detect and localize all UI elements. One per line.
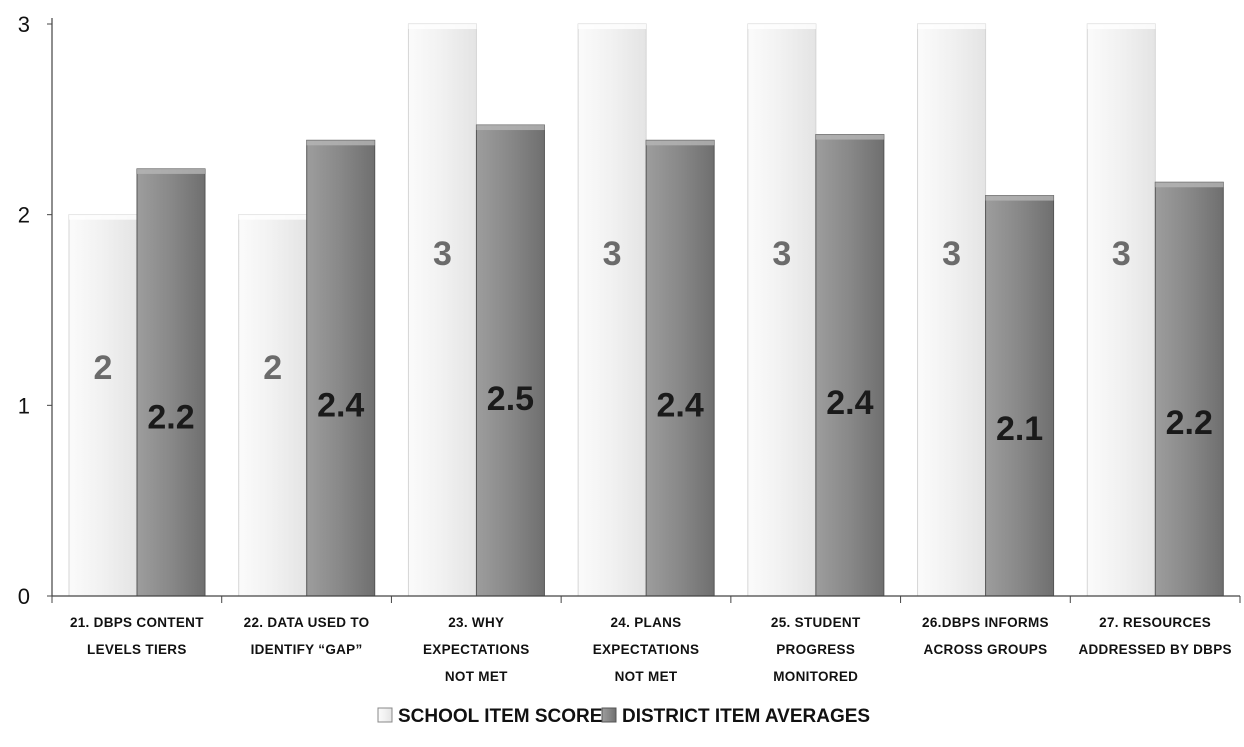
bar-top-bevel bbox=[238, 214, 307, 220]
data-label-district-average: 2.4 bbox=[657, 387, 704, 425]
bar-school-score bbox=[577, 23, 647, 597]
bar-district-average bbox=[985, 195, 1055, 597]
bar-school-score bbox=[747, 23, 817, 597]
data-label-district-average: 2.4 bbox=[317, 387, 364, 425]
bar-district-average bbox=[306, 139, 376, 597]
legend: SCHOOL ITEM SCORE DISTRICT ITEM AVERAGES bbox=[377, 706, 870, 727]
y-tick-label: 3 bbox=[18, 12, 30, 37]
x-tick-label: 27. RESOURCES ADDRESSED BY DBPS bbox=[1078, 615, 1231, 657]
bar-district-average bbox=[645, 139, 715, 597]
y-tick-label: 0 bbox=[18, 584, 30, 609]
bar-school-score bbox=[917, 23, 987, 597]
bar-top-bevel bbox=[747, 24, 816, 29]
bar-top-bevel bbox=[137, 168, 205, 174]
y-tick-label: 1 bbox=[18, 393, 30, 418]
data-label-school-score: 3 bbox=[433, 235, 452, 273]
data-label-district-average: 2.4 bbox=[826, 384, 873, 422]
data-label-school-score: 3 bbox=[942, 235, 961, 273]
bar-top-bevel bbox=[815, 134, 884, 140]
bar-district-average bbox=[475, 124, 545, 597]
bar-top-bevel bbox=[1155, 182, 1224, 188]
y-axis: 0 1 2 3 bbox=[18, 12, 53, 609]
bar-top-bevel bbox=[306, 140, 375, 146]
data-label-district-average: 2.2 bbox=[147, 399, 194, 437]
legend-label-school-score: SCHOOL ITEM SCORE bbox=[398, 706, 602, 727]
bar-school-score bbox=[1086, 23, 1156, 597]
data-label-school-score: 3 bbox=[1112, 235, 1131, 273]
data-label-district-average: 2.1 bbox=[996, 410, 1043, 448]
data-label-school-score: 3 bbox=[772, 235, 791, 273]
bar-top-bevel bbox=[476, 125, 545, 131]
x-axis: 21. DBPS CONTENT LEVELS TIERS 22. DATA USE… bbox=[51, 595, 1241, 684]
x-tick-label: 23. WHY EXPECTATIONS NOT MET bbox=[423, 615, 530, 684]
x-tick-label: 21. DBPS CONTENT LEVELS TIERS bbox=[70, 615, 204, 657]
bar-top-bevel bbox=[69, 214, 137, 220]
bar-top-bevel bbox=[1087, 24, 1156, 29]
data-label-district-average: 2.5 bbox=[487, 380, 534, 418]
bar-top-bevel bbox=[578, 24, 647, 29]
x-tick-label: 22. DATA USED TO IDENTIFY “GAP” bbox=[244, 615, 370, 657]
bar-district-average bbox=[815, 134, 885, 597]
data-label-school-score: 2 bbox=[94, 349, 113, 387]
bar-district-average bbox=[1154, 181, 1224, 597]
bar-top-bevel bbox=[917, 24, 986, 29]
legend-label-district-average: DISTRICT ITEM AVERAGES bbox=[622, 706, 870, 727]
x-tick-label: 26.DBPS INFORMS ACROSS GROUPS bbox=[922, 615, 1049, 657]
bar-school-score bbox=[407, 23, 477, 597]
data-label-school-score: 3 bbox=[603, 235, 622, 273]
y-tick-label: 2 bbox=[18, 203, 30, 228]
bar-school-score bbox=[68, 214, 138, 597]
bar-top-bevel bbox=[408, 24, 477, 29]
bars: 2 2.2 2 2.4 3 2.5 3 2.4 3 2.4 3 2.1 3 2.2 bbox=[68, 23, 1224, 597]
data-label-school-score: 2 bbox=[263, 349, 282, 387]
legend-swatch-school-score bbox=[377, 707, 393, 723]
bar-top-bevel bbox=[646, 140, 715, 146]
x-tick-label: 24. PLANS EXPECTATIONS NOT MET bbox=[593, 615, 700, 684]
legend-swatch-district-average bbox=[601, 707, 617, 723]
x-tick-label: 25. STUDENT PROGRESS MONITORED bbox=[771, 615, 861, 684]
bar-school-score bbox=[238, 214, 308, 597]
data-label-district-average: 2.2 bbox=[1166, 404, 1213, 442]
bar-top-bevel bbox=[985, 195, 1054, 201]
bar-district-average bbox=[136, 168, 206, 597]
